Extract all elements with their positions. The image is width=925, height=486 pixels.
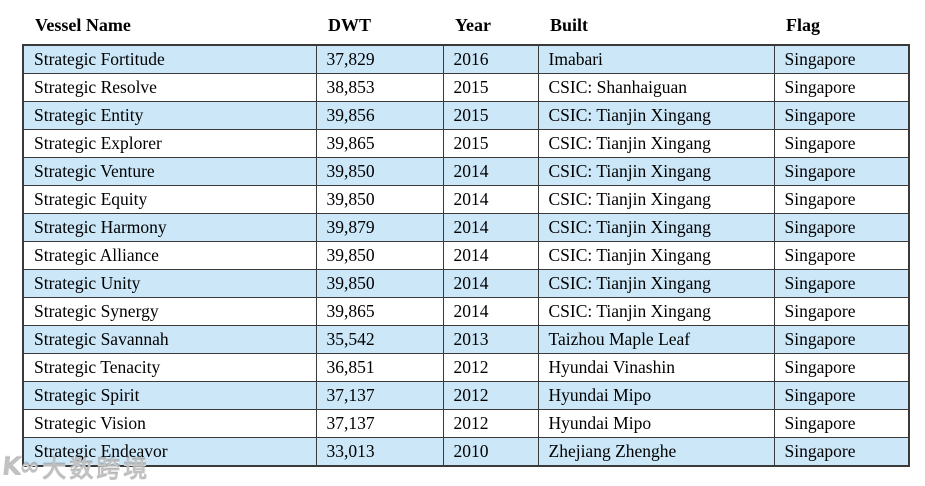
cell-dwt: 39,856 (315, 101, 444, 130)
cell-vessel-name: Strategic Entity (22, 101, 317, 130)
cell-vessel-name: Strategic Explorer (22, 129, 317, 158)
cell-dwt: 37,137 (315, 409, 444, 438)
cell-year: 2014 (442, 213, 539, 242)
cell-year: 2015 (442, 101, 539, 130)
cell-built: CSIC: Tianjin Xingang (537, 185, 775, 214)
cell-vessel-name: Strategic Savannah (22, 325, 317, 354)
table-row: Strategic Tenacity 36,851 2012 Hyundai V… (22, 353, 910, 382)
cell-flag: Singapore (773, 353, 910, 382)
cell-vessel-name: Strategic Synergy (22, 297, 317, 326)
table-row: Strategic Spirit 37,137 2012 Hyundai Mip… (22, 381, 910, 410)
cell-built: CSIC: Tianjin Xingang (537, 101, 775, 130)
cell-flag: Singapore (773, 325, 910, 354)
cell-year: 2014 (442, 297, 539, 326)
cell-flag: Singapore (773, 129, 910, 158)
cell-built: CSIC: Tianjin Xingang (537, 157, 775, 186)
cell-year: 2013 (442, 325, 539, 354)
table-row: Strategic Fortitude 37,829 2016 Imabari … (22, 44, 910, 74)
cell-vessel-name: Strategic Endeavor (22, 437, 317, 467)
table-row: Strategic Vision 37,137 2012 Hyundai Mip… (22, 409, 910, 438)
cell-built: CSIC: Tianjin Xingang (537, 213, 775, 242)
cell-dwt: 35,542 (315, 325, 444, 354)
cell-dwt: 38,853 (315, 73, 444, 102)
cell-dwt: 39,850 (315, 185, 444, 214)
cell-year: 2015 (442, 129, 539, 158)
cell-flag: Singapore (773, 101, 910, 130)
cell-dwt: 33,013 (315, 437, 444, 467)
table-row: Strategic Venture 39,850 2014 CSIC: Tian… (22, 157, 910, 186)
cell-year: 2014 (442, 157, 539, 186)
table-header-row: Vessel Name DWT Year Built Flag (23, 9, 909, 45)
cell-built: Hyundai Mipo (537, 381, 775, 410)
cell-flag: Singapore (773, 73, 910, 102)
cell-built: Taizhou Maple Leaf (537, 325, 775, 354)
cell-dwt: 37,829 (315, 44, 444, 74)
cell-dwt: 37,137 (315, 381, 444, 410)
cell-vessel-name: Strategic Equity (22, 185, 317, 214)
cell-dwt: 39,865 (315, 297, 444, 326)
cell-vessel-name: Strategic Venture (22, 157, 317, 186)
table-row: Strategic Harmony 39,879 2014 CSIC: Tian… (22, 213, 910, 242)
cell-year: 2012 (442, 409, 539, 438)
table-row: Strategic Unity 39,850 2014 CSIC: Tianji… (22, 269, 910, 298)
column-header-vessel-name: Vessel Name (35, 15, 131, 35)
table-row: Strategic Synergy 39,865 2014 CSIC: Tian… (22, 297, 910, 326)
cell-flag: Singapore (773, 44, 910, 74)
cell-built: Hyundai Mipo (537, 409, 775, 438)
cell-flag: Singapore (773, 437, 910, 467)
cell-vessel-name: Strategic Unity (22, 269, 317, 298)
cell-year: 2010 (442, 437, 539, 467)
table-row: Strategic Savannah 35,542 2013 Taizhou M… (22, 325, 910, 354)
column-header-dwt: DWT (328, 15, 372, 35)
cell-year: 2014 (442, 241, 539, 270)
cell-built: CSIC: Tianjin Xingang (537, 129, 775, 158)
cell-flag: Singapore (773, 269, 910, 298)
cell-dwt: 36,851 (315, 353, 444, 382)
cell-flag: Singapore (773, 409, 910, 438)
table-row: Strategic Explorer 39,865 2015 CSIC: Tia… (22, 129, 910, 158)
vessel-table: Vessel Name DWT Year Built Flag Strategi… (22, 9, 910, 467)
column-header-year: Year (455, 15, 491, 35)
cell-dwt: 39,879 (315, 213, 444, 242)
column-header-flag: Flag (786, 15, 820, 35)
cell-built: CSIC: Tianjin Xingang (537, 269, 775, 298)
cell-dwt: 39,850 (315, 241, 444, 270)
cell-vessel-name: Strategic Tenacity (22, 353, 317, 382)
cell-dwt: 39,865 (315, 129, 444, 158)
cell-flag: Singapore (773, 157, 910, 186)
table-row: Strategic Equity 39,850 2014 CSIC: Tianj… (22, 185, 910, 214)
cell-vessel-name: Strategic Resolve (22, 73, 317, 102)
cell-built: Zhejiang Zhenghe (537, 437, 775, 467)
cell-flag: Singapore (773, 241, 910, 270)
cell-vessel-name: Strategic Alliance (22, 241, 317, 270)
cell-year: 2015 (442, 73, 539, 102)
cell-vessel-name: Strategic Fortitude (22, 44, 317, 74)
cell-year: 2014 (442, 185, 539, 214)
cell-year: 2014 (442, 269, 539, 298)
table-row: Strategic Endeavor 33,013 2010 Zhejiang … (22, 437, 910, 467)
cell-built: CSIC: Shanhaiguan (537, 73, 775, 102)
cell-flag: Singapore (773, 185, 910, 214)
cell-flag: Singapore (773, 213, 910, 242)
column-header-built: Built (550, 15, 589, 35)
cell-built: CSIC: Tianjin Xingang (537, 297, 775, 326)
cell-year: 2012 (442, 381, 539, 410)
cell-dwt: 39,850 (315, 269, 444, 298)
cell-year: 2016 (442, 44, 539, 74)
cell-vessel-name: Strategic Harmony (22, 213, 317, 242)
cell-built: Hyundai Vinashin (537, 353, 775, 382)
cell-built: CSIC: Tianjin Xingang (537, 241, 775, 270)
cell-year: 2012 (442, 353, 539, 382)
cell-dwt: 39,850 (315, 157, 444, 186)
cell-vessel-name: Strategic Spirit (22, 381, 317, 410)
cell-vessel-name: Strategic Vision (22, 409, 317, 438)
cell-flag: Singapore (773, 381, 910, 410)
table-row: Strategic Resolve 38,853 2015 CSIC: Shan… (22, 73, 910, 102)
cell-flag: Singapore (773, 297, 910, 326)
cell-built: Imabari (537, 44, 775, 74)
table-row: Strategic Alliance 39,850 2014 CSIC: Tia… (22, 241, 910, 270)
table-row: Strategic Entity 39,856 2015 CSIC: Tianj… (22, 101, 910, 130)
